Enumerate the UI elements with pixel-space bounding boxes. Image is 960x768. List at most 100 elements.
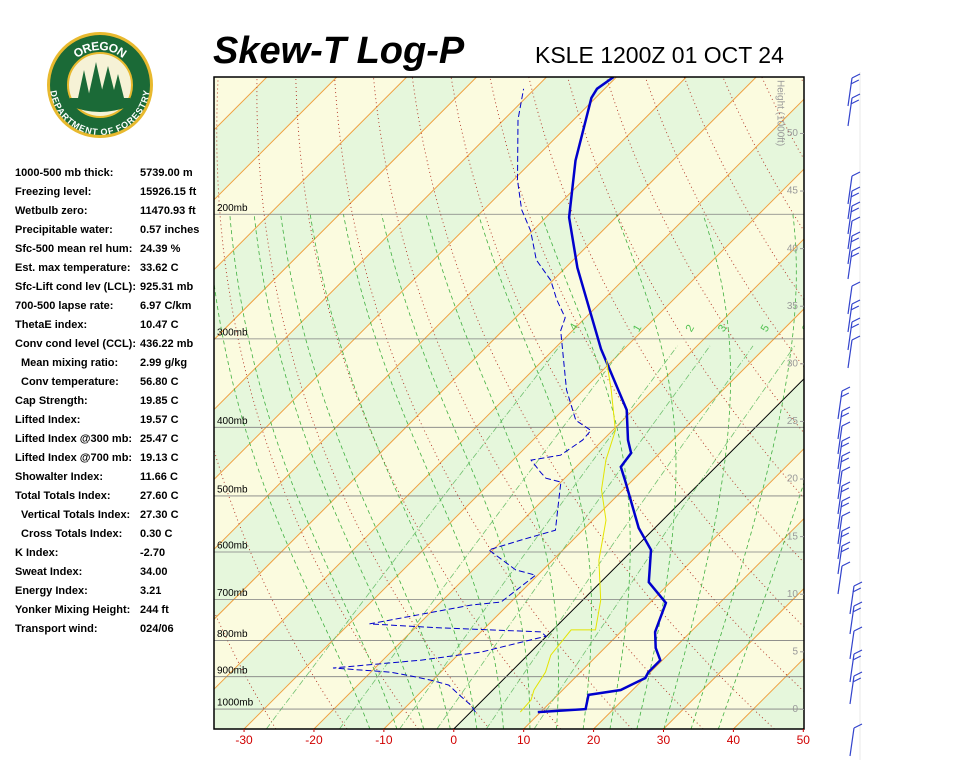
barb-staff bbox=[847, 97, 853, 127]
barb-feather bbox=[851, 335, 861, 341]
mixing-ratio-line bbox=[339, 345, 625, 729]
barb-staff bbox=[837, 410, 843, 440]
barb-staff bbox=[847, 205, 853, 235]
chart-title: Skew-T Log-P bbox=[213, 30, 465, 72]
barb-staff bbox=[837, 515, 843, 545]
x-tick-label: -30 bbox=[235, 733, 253, 747]
logo-trees bbox=[78, 62, 124, 98]
stat-label: Vertical Totals Index: bbox=[21, 509, 131, 521]
isotherm bbox=[214, 77, 408, 271]
dry-adiabat bbox=[605, 77, 804, 434]
mixing-ratio-line bbox=[485, 345, 754, 729]
stat-label: Est. max temperature: bbox=[15, 262, 131, 274]
isotherm bbox=[593, 517, 804, 729]
moist-adiabat bbox=[280, 214, 451, 729]
dry-adiabat bbox=[878, 77, 960, 729]
barb-feather bbox=[850, 252, 860, 258]
stat-value: 0.57 inches bbox=[140, 224, 200, 236]
barb-feather bbox=[851, 299, 861, 305]
barb-feather bbox=[853, 626, 863, 632]
barb-staff bbox=[849, 727, 855, 757]
moist-adiabat bbox=[309, 214, 478, 729]
barb-staff bbox=[837, 470, 843, 500]
logo-top: OREGON bbox=[71, 39, 129, 61]
stat-value: 10.47 C bbox=[140, 319, 179, 331]
barb-feather bbox=[850, 192, 860, 198]
barb-feather bbox=[840, 392, 850, 398]
x-tick-label: 50 bbox=[797, 733, 811, 747]
x-tick-label: 0 bbox=[450, 733, 457, 747]
barb-feather bbox=[841, 421, 851, 427]
stat-label: Sfc-500 mean rel hum: bbox=[15, 243, 133, 255]
barb-feather bbox=[853, 649, 863, 655]
isotherm bbox=[214, 77, 477, 341]
isotherm-band bbox=[214, 77, 804, 690]
stat-label: Total Totals Index: bbox=[15, 490, 111, 502]
barb-feather bbox=[840, 487, 850, 493]
barb-staff bbox=[847, 339, 853, 369]
y2-tick-label: 40 bbox=[787, 243, 799, 254]
isotherm bbox=[214, 98, 804, 690]
isotherm bbox=[873, 77, 960, 729]
stat-label: Lifted Index @300 mb: bbox=[15, 433, 133, 445]
barb-staff bbox=[847, 77, 853, 107]
barb-staff bbox=[847, 220, 853, 250]
y-tick-label: 700mb bbox=[217, 588, 248, 599]
barb-feather bbox=[841, 406, 851, 412]
barb-feather bbox=[851, 246, 861, 252]
barb-feather bbox=[850, 305, 860, 311]
barb-feather bbox=[840, 442, 850, 448]
isotherm bbox=[0, 77, 197, 729]
stat-label: Lifted Index @700 mb: bbox=[15, 452, 133, 464]
barb-staff bbox=[837, 455, 843, 485]
y2-tick-label: 45 bbox=[787, 186, 799, 197]
y-tick-label: 200mb bbox=[217, 203, 248, 214]
dry-adiabat bbox=[956, 77, 960, 729]
barb-staff bbox=[837, 485, 843, 515]
y2-tick-label: 5 bbox=[792, 646, 798, 657]
stat-value: 25.47 C bbox=[140, 433, 179, 445]
x-tick-label: -20 bbox=[305, 733, 323, 747]
isotherm bbox=[214, 77, 687, 551]
barb-feather bbox=[851, 93, 861, 99]
y2-tick-label: 25 bbox=[787, 416, 799, 427]
barb-feather bbox=[840, 457, 850, 463]
stat-label: Lifted Index: bbox=[15, 414, 81, 426]
stat-value: 0.30 C bbox=[140, 528, 173, 540]
stat-value: 33.62 C bbox=[140, 262, 179, 274]
barb-feather bbox=[853, 723, 863, 729]
stat-label: Mean mixing ratio: bbox=[21, 357, 119, 369]
barb-feather bbox=[851, 231, 861, 237]
barb-feather bbox=[851, 281, 861, 287]
moist-adiabat bbox=[717, 481, 804, 729]
barb-staff bbox=[847, 235, 853, 265]
stat-value: 19.13 C bbox=[140, 452, 179, 464]
barb-feather bbox=[850, 323, 860, 329]
y2-tick-label: 35 bbox=[787, 301, 799, 312]
y2-tick-label: 20 bbox=[787, 474, 799, 485]
stat-label: Sweat Index: bbox=[15, 566, 83, 578]
barb-feather bbox=[852, 655, 862, 661]
barb-feather bbox=[850, 237, 860, 243]
stat-value: 56.80 C bbox=[140, 376, 179, 388]
barb-staff bbox=[847, 175, 853, 205]
barb-feather bbox=[841, 526, 851, 532]
stat-label: K Index: bbox=[15, 547, 59, 559]
isotherm bbox=[663, 587, 804, 729]
isotherm bbox=[0, 77, 127, 729]
y2-tick-label: 10 bbox=[787, 589, 799, 600]
barb-feather bbox=[840, 532, 850, 538]
stat-label: Freezing level: bbox=[15, 186, 92, 198]
y2-tick-label: 0 bbox=[792, 704, 798, 715]
plot-frame bbox=[213, 76, 805, 730]
barb-staff bbox=[849, 585, 855, 615]
mixing-ratio-line bbox=[436, 345, 711, 729]
chart-subtitle: KSLE 1200Z 01 OCT 24 bbox=[535, 42, 784, 68]
mixing-ratio-label: 5 bbox=[759, 323, 772, 334]
stat-value: 11470.93 ft bbox=[140, 205, 196, 217]
barb-staff bbox=[837, 390, 843, 420]
stat-label: Yonker Mixing Height: bbox=[15, 604, 131, 616]
stat-value: 925.31 mb bbox=[140, 281, 194, 293]
mixing-ratio-label: 2 bbox=[684, 323, 697, 334]
barb-staff bbox=[847, 190, 853, 220]
